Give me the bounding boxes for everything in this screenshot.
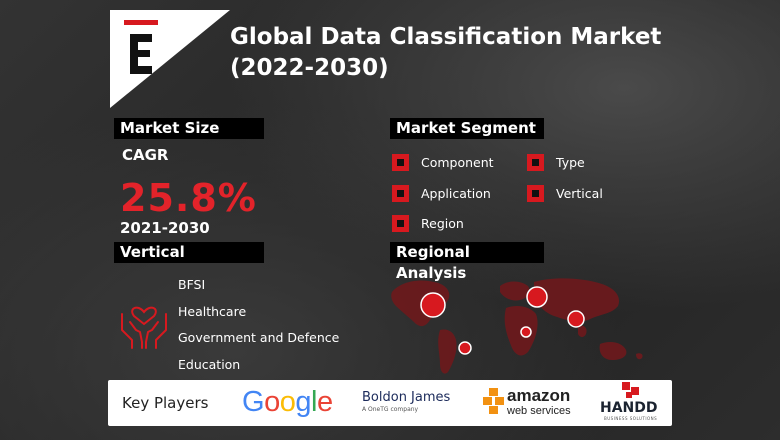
amazon-name: amazon <box>507 386 571 405</box>
brand-e-logo-icon <box>110 10 230 108</box>
vertical-item: Education <box>178 356 241 372</box>
cagr-period: 2021-2030 <box>120 219 210 237</box>
bullet-icon <box>392 154 409 171</box>
segment-item-application: Application <box>392 185 491 202</box>
handd-mark-icon <box>622 382 639 398</box>
segment-item-label: Application <box>421 186 491 201</box>
bullet-icon <box>392 215 409 232</box>
handd-tagline: BUSINESS SOLUTIONS <box>604 416 658 421</box>
segment-item-label: Component <box>421 155 494 170</box>
aws-cubes-icon <box>483 388 504 414</box>
world-map-icon <box>391 278 643 374</box>
vertical-label: Vertical <box>114 242 264 263</box>
segment-item-label: Type <box>556 155 585 170</box>
segment-item-label: Vertical <box>556 186 603 201</box>
google-logo: Google <box>242 386 333 418</box>
title-line-1: Global Data Classification Market <box>230 24 662 50</box>
vertical-item: Government and Defence <box>178 330 340 346</box>
page-title: Global Data Classification Market (2022-… <box>230 22 661 84</box>
bullet-icon <box>527 154 544 171</box>
cagr-label: CAGR <box>122 146 169 164</box>
market-segment-label: Market Segment <box>390 118 544 139</box>
boldon-james-name: Boldon James <box>362 390 451 405</box>
amazon-subtitle: web services <box>507 405 571 417</box>
cagr-value: 25.8% <box>120 176 257 220</box>
key-players-bar: Key Players Google Boldon James A OneTG … <box>108 380 672 426</box>
boldon-james-logo: Boldon James A OneTG company <box>362 390 450 413</box>
handd-name: HANDD <box>600 400 658 416</box>
segment-item-component: Component <box>392 154 494 171</box>
segment-item-vertical: Vertical <box>527 185 603 202</box>
bullet-icon <box>527 185 544 202</box>
segment-item-label: Region <box>421 216 464 231</box>
market-size-label: Market Size <box>114 118 264 139</box>
vertical-item: BFSI <box>178 277 206 292</box>
boldon-james-tagline: A OneTG company <box>362 406 419 413</box>
vertical-list: BFSI Healthcare Government and Defence E… <box>178 276 339 382</box>
segment-item-type: Type <box>527 154 585 171</box>
key-players-label: Key Players <box>122 394 209 412</box>
vertical-item: Healthcare <box>178 303 247 319</box>
handd-logo: HANDD BUSINESS SOLUTIONS <box>598 382 668 424</box>
hands-heart-icon <box>121 306 167 349</box>
title-line-2: (2022-2030) <box>230 55 389 81</box>
bullet-icon <box>392 185 409 202</box>
regional-analysis-label: Regional Analysis <box>390 242 544 282</box>
brand-logo <box>110 10 230 108</box>
amazon-web-services-logo: amazon web services <box>483 384 583 424</box>
segment-item-region: Region <box>392 215 464 232</box>
